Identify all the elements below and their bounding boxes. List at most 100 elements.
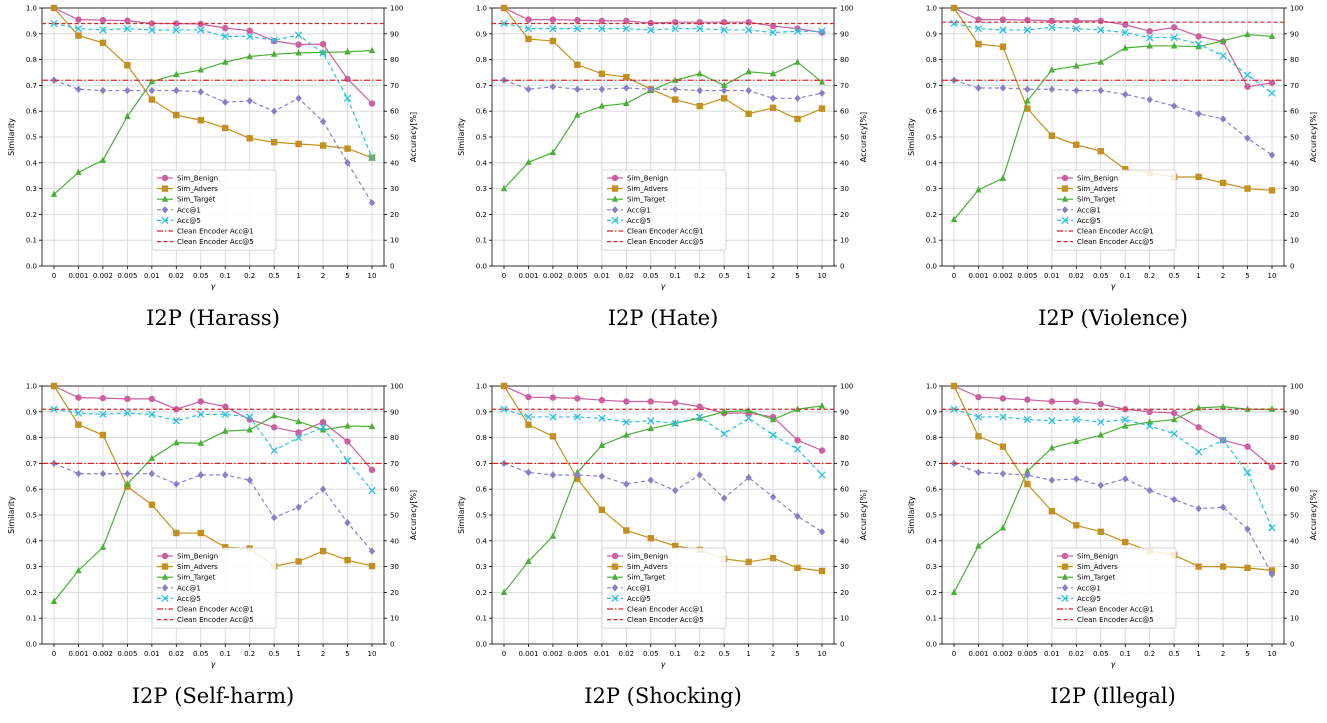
- data-point: [1097, 418, 1105, 426]
- data-point: [623, 99, 630, 107]
- data-point: [769, 22, 777, 30]
- data-point: [500, 405, 508, 413]
- y-tick-label: 0.3: [926, 185, 937, 193]
- x-tick-label: 1: [296, 650, 300, 658]
- data-point: [647, 424, 654, 432]
- data-point: [500, 4, 508, 12]
- x-tick-label: 0: [952, 650, 956, 658]
- y2-tick-label: 0: [390, 641, 394, 649]
- data-point: [246, 32, 254, 41]
- legend-item: Acc@1: [607, 206, 651, 214]
- series-line: [503, 61, 823, 190]
- data-point: [720, 494, 728, 502]
- y2-tick-label: 70: [840, 460, 849, 468]
- legend-item: Clean Encoder Acc@5: [157, 238, 254, 246]
- data-point: [720, 81, 728, 88]
- series-line: [953, 22, 1273, 94]
- data-point: [598, 24, 606, 33]
- series-line: [953, 462, 1273, 575]
- data-point: [720, 95, 728, 102]
- data-point: [975, 468, 982, 477]
- y2-tick-label: 40: [840, 537, 849, 545]
- legend-item: Sim_Target: [1057, 195, 1116, 204]
- data-point: [99, 39, 107, 47]
- legend-item: Clean Encoder Acc@1: [607, 606, 704, 614]
- y-tick-label: 0.2: [476, 211, 487, 219]
- data-point: [344, 159, 351, 167]
- data-point: [1146, 28, 1153, 35]
- data-point: [769, 493, 777, 501]
- data-point: [222, 471, 229, 479]
- x-tick-label: 0.001: [68, 650, 88, 658]
- x-axis: 0 0.001 0.002 0.005 0.01 0.02 0.05 0.1 0.2 0.5 1 2 5…: [502, 644, 826, 658]
- series-sim-benign: [950, 4, 1276, 90]
- data-point: [672, 399, 679, 406]
- data-point: [574, 395, 581, 402]
- y-tick-label: 1.0: [476, 383, 487, 391]
- y-tick-label: 0.4: [926, 159, 938, 167]
- legend-item: Acc@5: [607, 216, 651, 225]
- data-point: [999, 84, 1007, 92]
- chart-svg: 0.00.10.20.30.40.50.60.70.80.91.00102030…: [7, 383, 418, 670]
- series-line: [953, 33, 1273, 220]
- y-tick-label: 0.3: [26, 185, 37, 193]
- legend-label: Sim_Benign: [627, 553, 668, 561]
- y2-tick-label: 90: [840, 408, 849, 416]
- data-point: [50, 19, 58, 28]
- data-point: [75, 470, 82, 478]
- data-point: [319, 423, 327, 431]
- y2-tick-label: 80: [840, 56, 849, 64]
- data-point: [623, 17, 630, 25]
- data-point: [1195, 42, 1202, 50]
- data-point: [173, 406, 180, 413]
- data-point: [197, 398, 204, 405]
- x-tick-label: 0.001: [518, 650, 538, 658]
- data-point: [1244, 564, 1251, 572]
- x-tick-label: 1: [1196, 272, 1200, 280]
- x-tick-label: 0.2: [694, 650, 705, 658]
- series-line: [503, 385, 823, 572]
- y2-axis-label: Accuracy[%]: [409, 112, 418, 162]
- legend-label: Clean Encoder Acc@1: [177, 228, 254, 236]
- x-tick-label: 0.002: [93, 650, 113, 658]
- legend-label: Sim_Advers: [627, 185, 668, 193]
- data-point: [598, 472, 606, 480]
- x-axis: 0 0.001 0.002 0.005 0.01 0.02 0.05 0.1 0.2 0.5 1 2 5…: [952, 266, 1276, 280]
- y2-tick-label: 70: [1290, 460, 1299, 468]
- legend-marker: [161, 584, 169, 592]
- data-point: [975, 84, 982, 92]
- x-axis: 0 0.001 0.002 0.005 0.01 0.02 0.05 0.1 0.2 0.5 1 2 5…: [952, 644, 1276, 658]
- y2-tick-label: 100: [1290, 5, 1303, 13]
- y2-tick-label: 0: [1290, 263, 1294, 271]
- series-sim-target: [500, 402, 826, 595]
- legend: Sim_Benign Sim_Advers Sim_Target Acc@1 Acc@5…: [1051, 547, 1177, 629]
- data-point: [1244, 134, 1251, 142]
- data-point: [368, 153, 376, 162]
- legend-marker: [611, 594, 619, 603]
- data-point: [1170, 495, 1178, 504]
- y-axis-label: Similarity: [457, 118, 466, 156]
- x-tick-label: 1: [1196, 650, 1200, 658]
- data-point: [672, 486, 679, 495]
- data-point: [500, 184, 508, 192]
- data-point: [124, 480, 131, 487]
- data-point: [999, 413, 1007, 421]
- data-point: [647, 535, 654, 542]
- data-point: [172, 417, 180, 425]
- x-tick-label: 0.005: [1017, 650, 1037, 658]
- data-point: [1268, 524, 1276, 532]
- x-tick-label: 0.05: [193, 272, 209, 280]
- x-tick-label: 10: [818, 272, 827, 280]
- legend-item: Sim_Target: [157, 195, 216, 204]
- x-tick-label: 5: [345, 650, 349, 658]
- data-point: [1170, 42, 1178, 49]
- data-point: [1146, 418, 1153, 425]
- legend-label: Sim_Target: [627, 574, 666, 582]
- y2-tick-label: 30: [390, 185, 399, 193]
- series-acc-at-1: [500, 459, 826, 536]
- y-axis-left: 0.0 0.1 0.2 0.3 0.4 0.5 0.6 0.7 0.8 0.9 1.0: [926, 383, 942, 649]
- legend-label: Clean Encoder Acc@1: [627, 606, 704, 614]
- data-point: [74, 409, 83, 417]
- data-point: [1048, 132, 1056, 139]
- data-point: [1122, 90, 1129, 99]
